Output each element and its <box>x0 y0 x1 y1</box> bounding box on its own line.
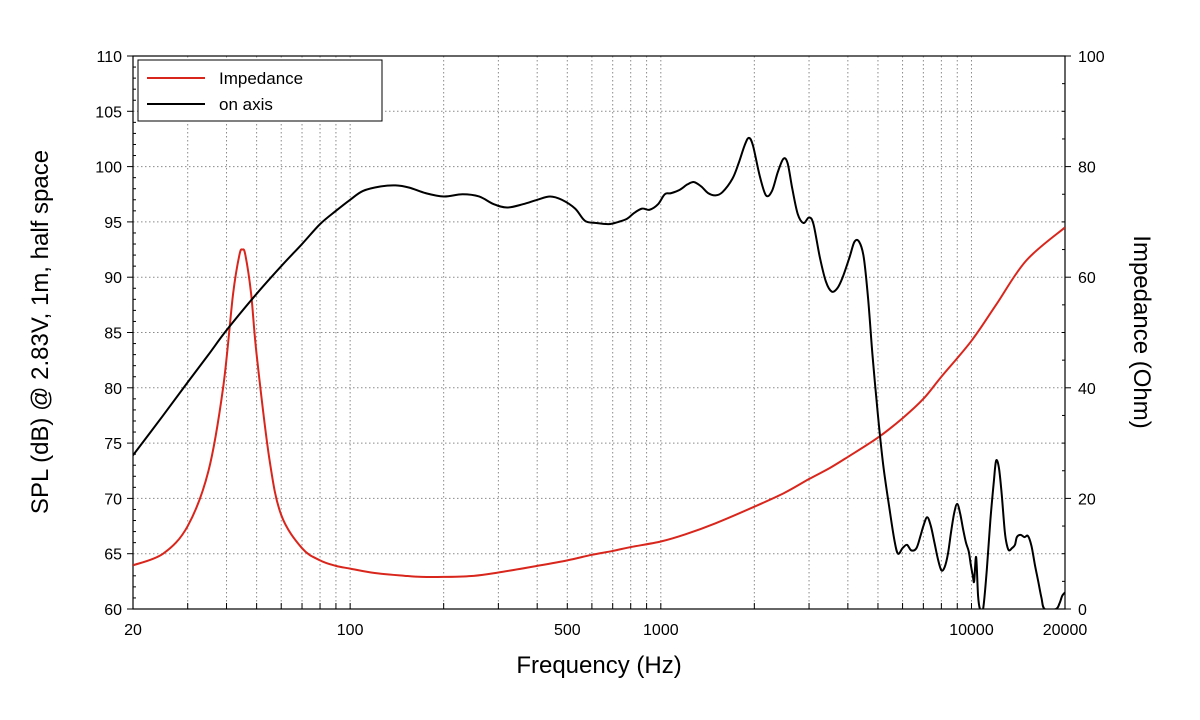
y2-axis-title: Impedance (Ohm) <box>1128 235 1155 428</box>
y-tick-label: 100 <box>95 160 122 177</box>
y-tick-label: 80 <box>104 381 122 398</box>
y-tick-label: 75 <box>104 436 122 453</box>
y-tick-label: 85 <box>104 326 122 343</box>
grid <box>133 56 1065 609</box>
y-tick-label: 90 <box>104 270 122 287</box>
y-tick-label: 70 <box>104 491 122 508</box>
tick-labels: 60 65 70 75 80 85 90 95 100 105 110 0 20 40 60 80 100 20 1… <box>95 49 1105 639</box>
series-line-impedance <box>133 226 1065 579</box>
y2-tick-label: 20 <box>1078 491 1096 508</box>
x-axis-title: Frequency (Hz) <box>516 652 681 679</box>
legend-box <box>137 59 383 122</box>
x-tick-label: 10000 <box>949 622 994 639</box>
y2-tick-label: 40 <box>1078 381 1096 398</box>
x-tick-label: 100 <box>337 622 364 639</box>
series-line-on-axis <box>133 136 1065 609</box>
x-tick-label: 20000 <box>1043 622 1088 639</box>
y2-tick-label: 80 <box>1078 160 1096 177</box>
y2-tick-label: 100 <box>1078 49 1105 66</box>
y2-tick-label: 60 <box>1078 270 1096 287</box>
legend-impedance-label: Impedance <box>219 69 303 88</box>
legend-on-axis-label: on axis <box>219 95 273 114</box>
tick-marks <box>127 55 1071 610</box>
y-tick-label: 95 <box>104 215 122 232</box>
y2-tick-label: 0 <box>1078 602 1087 619</box>
x-tick-label: 1000 <box>643 622 679 639</box>
data-series <box>133 136 1065 609</box>
x-tick-label: 500 <box>554 622 581 639</box>
y-tick-label: 60 <box>104 602 122 619</box>
x-tick-label: 20 <box>124 622 142 639</box>
y-tick-label: 105 <box>95 104 122 121</box>
y-tick-label: 110 <box>96 49 122 66</box>
y-axis-title: SPL (dB) @ 2.83V, 1m, half space <box>27 150 54 514</box>
legend: Impedance on axis <box>137 59 383 122</box>
y-tick-label: 65 <box>104 547 122 564</box>
